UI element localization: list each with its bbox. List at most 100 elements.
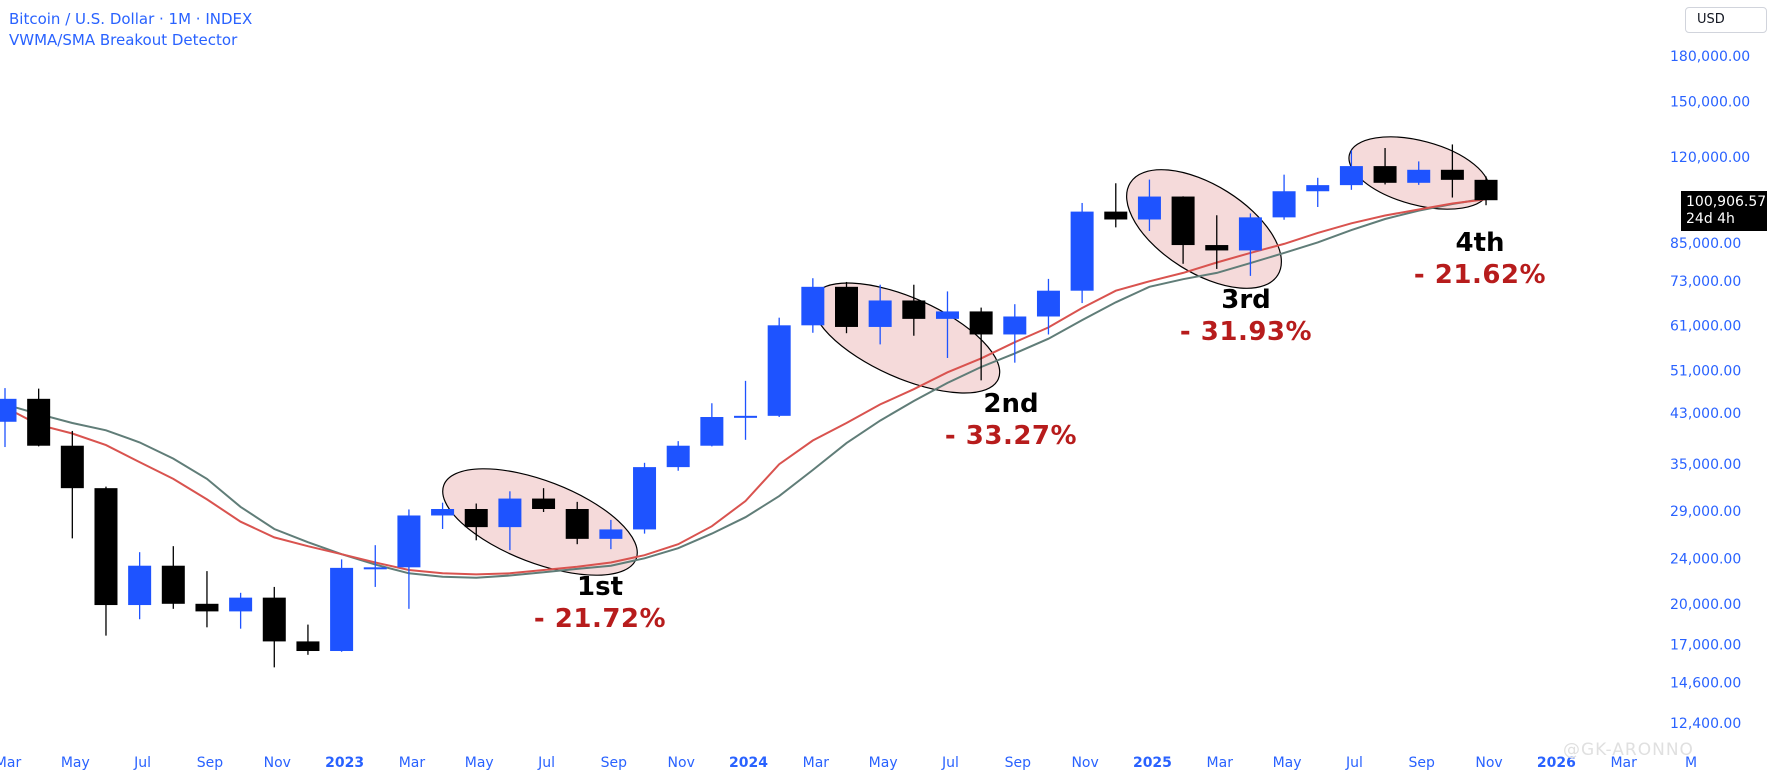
candle-body xyxy=(700,417,724,446)
candle-body xyxy=(1238,217,1262,251)
candle-body xyxy=(60,445,84,489)
annotation-label: 1st xyxy=(577,572,623,602)
candle xyxy=(1407,161,1431,185)
annotation-change: - 31.93% xyxy=(1179,317,1313,347)
time-tick-label: 2023 xyxy=(325,755,364,771)
indicator-label[interactable]: VWMA/SMA Breakout Detector xyxy=(9,31,238,49)
time-tick-label: 2025 xyxy=(1133,755,1172,771)
candle-body xyxy=(330,567,354,652)
candle xyxy=(1272,174,1296,220)
candle xyxy=(330,559,354,652)
candle xyxy=(161,546,185,609)
time-tick-label: May xyxy=(465,755,494,771)
candle xyxy=(1440,144,1464,198)
time-tick-label: May xyxy=(61,755,90,771)
candle-body xyxy=(1373,166,1397,183)
highlight-ellipse-1 xyxy=(442,468,638,576)
candle xyxy=(1238,213,1262,276)
candle xyxy=(902,284,926,336)
annotation-label: 2nd xyxy=(983,389,1039,419)
candle xyxy=(464,503,488,541)
candle-body xyxy=(666,445,690,468)
candle-body xyxy=(128,565,152,606)
annotation-label: 4th xyxy=(1455,228,1505,258)
time-tick-label: 2026 xyxy=(1537,755,1576,771)
time-tick-label: Mar xyxy=(1610,755,1637,771)
candle-body xyxy=(161,565,185,604)
candle xyxy=(734,380,758,440)
symbol-title[interactable]: Bitcoin / U.S. Dollar · 1M · INDEX xyxy=(9,10,253,28)
candle-body xyxy=(1474,179,1498,201)
annotation-label: 3rd xyxy=(1221,285,1271,315)
candle xyxy=(229,592,253,629)
candle-body xyxy=(363,567,387,570)
bar-countdown: 24d 4h xyxy=(1686,211,1735,227)
candle-body xyxy=(1070,211,1094,291)
time-tick-label: Sep xyxy=(197,755,224,771)
currency-button[interactable]: USD xyxy=(1685,7,1767,33)
time-tick-label: Sep xyxy=(1409,755,1436,771)
annotation-change: - 33.27% xyxy=(944,421,1078,451)
candle xyxy=(767,317,791,418)
candle xyxy=(94,486,118,636)
candle xyxy=(969,307,993,381)
candle xyxy=(935,291,959,358)
annotation-change: - 21.62% xyxy=(1413,260,1547,290)
candle xyxy=(1171,196,1195,264)
candle-body xyxy=(1407,169,1431,183)
candle xyxy=(262,586,286,668)
candle-body xyxy=(262,597,286,642)
price-tick-label: 51,000.00 xyxy=(1670,363,1741,379)
price-tick-label: 35,000.00 xyxy=(1670,457,1741,473)
candle-body xyxy=(1205,245,1229,251)
candle-body xyxy=(767,325,791,416)
candle xyxy=(1339,150,1363,190)
price-tick-label: 17,000.00 xyxy=(1670,637,1741,653)
candle-body xyxy=(464,509,488,528)
candle xyxy=(666,441,690,471)
sma-line xyxy=(4,198,1487,576)
breakout-highlights xyxy=(442,136,1490,576)
time-tick-label: M xyxy=(1685,755,1697,771)
time-tick-label: May xyxy=(1273,755,1302,771)
vwma-line xyxy=(4,197,1487,579)
candle xyxy=(532,488,556,513)
candle-body xyxy=(431,509,455,516)
candle xyxy=(1137,179,1161,231)
candle-body xyxy=(734,415,758,418)
candle-body xyxy=(1104,211,1128,220)
candle-body xyxy=(0,398,17,422)
price-tick-label: 29,000.00 xyxy=(1670,504,1741,520)
watermark: @GK-ARONNO xyxy=(1563,740,1694,760)
candle xyxy=(1205,215,1229,269)
time-tick-label: Jul xyxy=(133,755,151,771)
candle-body xyxy=(1003,316,1027,335)
candle xyxy=(1474,176,1498,206)
time-tick-label: Mar xyxy=(399,755,426,771)
time-tick-label: Mar xyxy=(0,755,21,771)
price-tick-label: 150,000.00 xyxy=(1670,94,1750,110)
candle-body xyxy=(835,286,858,327)
candle xyxy=(498,491,522,551)
candle-body xyxy=(195,603,219,612)
time-tick-label: 2024 xyxy=(729,755,768,771)
candle xyxy=(1036,278,1060,335)
candle-body xyxy=(902,300,926,319)
candle-body xyxy=(229,597,253,612)
time-tick-label: Jul xyxy=(1345,755,1363,771)
candle xyxy=(1373,148,1397,185)
candle-body xyxy=(599,529,623,539)
last-price: 100,906.57 xyxy=(1686,194,1767,210)
candle-body xyxy=(801,286,825,326)
candle xyxy=(363,545,387,587)
candle-body xyxy=(94,488,118,606)
price-axis: 180,000.00 150,000.00 120,000.00 85,000.00 7… xyxy=(1670,49,1750,732)
candle xyxy=(633,462,657,534)
time-tick-label: Nov xyxy=(668,755,695,771)
price-tick-label: 61,000.00 xyxy=(1670,319,1741,335)
candle xyxy=(431,502,455,529)
annotation-1st: 1st - 21.72% xyxy=(530,572,670,634)
candle xyxy=(1104,183,1128,228)
candle-body xyxy=(532,498,556,510)
